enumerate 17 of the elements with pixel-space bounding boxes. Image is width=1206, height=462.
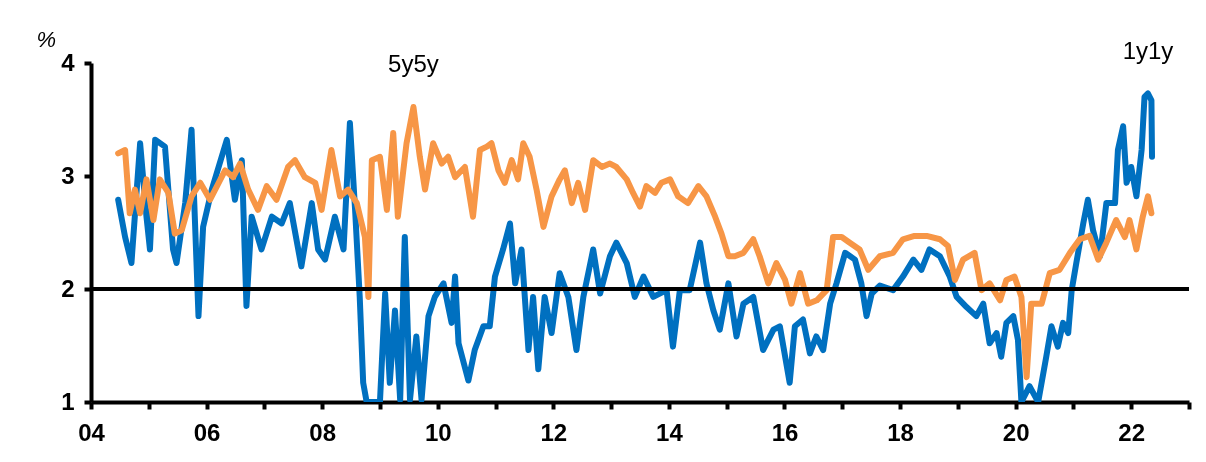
x-tick-label: 10 bbox=[424, 418, 452, 446]
y-tick-label: 4 bbox=[61, 48, 76, 76]
x-tick-label: 06 bbox=[193, 418, 221, 446]
x-tick-label: 22 bbox=[1118, 418, 1146, 446]
x-tick-label: 16 bbox=[771, 418, 799, 446]
series-label: 1y1y bbox=[1122, 36, 1174, 64]
x-tick-label: 20 bbox=[1002, 418, 1030, 446]
x-tick-label: 18 bbox=[887, 418, 914, 446]
x-tick-label: 12 bbox=[540, 418, 568, 446]
x-tick-label: 14 bbox=[656, 418, 684, 446]
y-tick-label: 1 bbox=[61, 387, 75, 415]
y-tick-label: 3 bbox=[61, 161, 75, 189]
y-axis-title: % bbox=[36, 26, 57, 52]
x-tick-label: 04 bbox=[78, 418, 106, 446]
x-tick-label: 08 bbox=[309, 418, 337, 446]
series-label: 5y5y bbox=[388, 50, 439, 78]
y-tick-label: 2 bbox=[61, 274, 75, 302]
